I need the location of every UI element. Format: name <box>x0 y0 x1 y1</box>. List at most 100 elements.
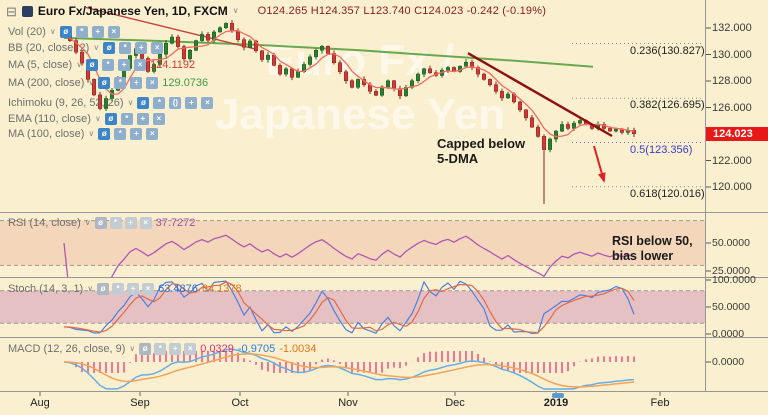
time-axis-label: Aug <box>30 397 50 409</box>
time-axis-label: Sep <box>130 397 150 409</box>
chevron-down-icon[interactable]: ∨ <box>88 77 95 87</box>
price-tick-label: 132.000 <box>712 22 752 34</box>
close-icon[interactable]: × <box>139 216 152 229</box>
settings-icon[interactable]: * <box>119 41 132 54</box>
plus-icon[interactable]: + <box>130 76 143 89</box>
plus-icon[interactable]: + <box>185 96 198 109</box>
price-tick-label: 122.000 <box>712 154 752 167</box>
stoch-legend-icons: ø * + × <box>97 282 155 295</box>
close-icon[interactable]: × <box>152 112 165 125</box>
legend-label: BB (20, close, 2) <box>8 41 90 54</box>
legend-row-ma[interactable]: MA (100, close) ∨ ø * + × <box>8 127 159 140</box>
close-icon[interactable]: × <box>142 282 155 295</box>
settings-icon[interactable]: * <box>153 96 166 109</box>
settings-icon[interactable]: * <box>114 127 127 140</box>
macd-hist-value: 0.0329 <box>200 342 234 355</box>
visibility-icon[interactable]: ø <box>97 282 110 295</box>
visibility-icon[interactable]: ø <box>86 58 99 71</box>
fib-level-label: 0.618(120.016) <box>630 187 705 200</box>
chevron-down-icon[interactable]: ∨ <box>84 217 91 227</box>
plus-icon[interactable]: + <box>124 216 137 229</box>
legend-row-ema[interactable]: EMA (110, close) ∨ ø * + × <box>8 112 165 125</box>
close-icon[interactable]: × <box>201 96 214 109</box>
visibility-icon[interactable]: ø <box>139 342 152 355</box>
time-axis-label: 2019 <box>543 397 569 409</box>
legend-value: 124.1192 <box>150 58 196 71</box>
stoch-k-value: 63.4876 <box>158 282 198 295</box>
legend-row-ma[interactable]: MA (200, close) ∨ ø * + × 129.0736 <box>8 76 208 89</box>
visibility-icon[interactable]: ø <box>94 216 107 229</box>
macd-legend-row[interactable]: MACD (12, 26, close, 9) ∨ ø * + × 0.0329 -0… <box>8 342 317 355</box>
rsi-annotation: RSI below 50, bias lower <box>612 234 693 263</box>
chevron-down-icon[interactable]: ∨ <box>232 6 239 15</box>
legend-label: MA (200, close) <box>8 76 85 89</box>
settings-icon[interactable]: * <box>109 216 122 229</box>
rsi-legend-row[interactable]: RSI (14, close) ∨ ø * + × 37.7272 <box>8 216 195 229</box>
chevron-down-icon[interactable]: ∨ <box>93 42 100 52</box>
legend-row-ichimoku[interactable]: Ichimoku (9, 26, 52, 26) ∨ ø *() + × <box>8 96 214 109</box>
plus-icon[interactable]: + <box>169 342 182 355</box>
chevron-down-icon[interactable]: ∨ <box>87 283 94 293</box>
legend-label: Vol (20) <box>8 25 46 38</box>
rsi-value: 37.7272 <box>155 216 196 229</box>
settings-icon[interactable]: * <box>114 76 127 89</box>
price-tick-label: 126.000 <box>712 101 752 114</box>
macd-legend-icons: ø * + × <box>139 342 197 355</box>
settings-icon[interactable]: * <box>154 342 167 355</box>
chevron-down-icon[interactable]: ∨ <box>49 26 56 36</box>
close-icon[interactable]: × <box>107 25 120 38</box>
visibility-icon[interactable]: ø <box>137 96 150 109</box>
close-icon[interactable]: × <box>151 41 164 54</box>
plus-icon[interactable]: + <box>136 112 149 125</box>
price-tick-label: 128.000 <box>712 75 752 87</box>
rsi-tick-label: 50.0000 <box>712 237 750 249</box>
plus-icon[interactable]: + <box>127 282 140 295</box>
source-braces-icon[interactable]: () <box>169 96 182 109</box>
time-axis-label: Feb <box>650 397 670 409</box>
chevron-down-icon[interactable]: ∨ <box>127 97 134 107</box>
stoch-legend-row[interactable]: Stoch (14, 3, 1) ∨ ø * + × 63.4876 64.1378 <box>8 282 242 295</box>
visibility-icon[interactable]: ø <box>98 76 111 89</box>
visibility-icon[interactable]: ø <box>98 127 111 140</box>
collapse-icon[interactable]: ⊟ <box>6 3 17 19</box>
close-icon[interactable]: × <box>184 342 197 355</box>
macd-tick-label: 0.0000 <box>712 356 745 368</box>
visibility-icon[interactable]: ø <box>103 41 116 54</box>
close-icon[interactable]: × <box>146 76 159 89</box>
legend-row-vol[interactable]: Vol (20) ∨ ø * + × <box>8 25 120 38</box>
chart-header: ⊟ Euro Fx/Japanese Yen, 1D, FXCM ∨ O124.… <box>6 4 546 18</box>
rsi-legend-icons: ø * + × <box>94 216 152 229</box>
stoch-tick-label: 0.0000 <box>712 328 745 340</box>
plus-icon[interactable]: + <box>91 25 104 38</box>
chevron-down-icon[interactable]: ∨ <box>76 59 83 69</box>
chevron-down-icon[interactable]: ∨ <box>88 128 95 138</box>
plus-icon[interactable]: + <box>118 58 131 71</box>
close-icon[interactable]: × <box>134 58 147 71</box>
settings-icon[interactable]: * <box>120 112 133 125</box>
stoch-tick-label: 100.0000 <box>712 274 756 286</box>
visibility-icon[interactable]: ø <box>104 112 117 125</box>
legend-label: Ichimoku (9, 26, 52, 26) <box>8 96 124 109</box>
settings-icon[interactable]: * <box>75 25 88 38</box>
plus-icon[interactable]: + <box>130 127 143 140</box>
settings-icon[interactable]: * <box>112 282 125 295</box>
stoch-d-value: 64.1378 <box>201 282 242 295</box>
legend-row-bb[interactable]: BB (20, close, 2) ∨ ø * + × <box>8 41 164 54</box>
macd-signal-value: -1.0034 <box>279 342 317 355</box>
close-icon[interactable]: × <box>146 127 159 140</box>
settings-icon[interactable]: * <box>102 58 115 71</box>
legend-row-ma[interactable]: MA (5, close) ∨ ø * + × 124.1192 <box>8 58 195 71</box>
chevron-down-icon[interactable]: ∨ <box>129 343 136 353</box>
chevron-down-icon[interactable]: ∨ <box>94 113 101 123</box>
time-axis-label: Oct <box>231 397 249 409</box>
visibility-icon[interactable]: ø <box>59 25 72 38</box>
ohlc-readout: O124.265 H124.357 L123.740 C124.023 -0.2… <box>257 5 547 17</box>
plus-icon[interactable]: + <box>135 41 148 54</box>
fib-level-label: 0.382(126.695) <box>630 99 705 112</box>
symbol-title[interactable]: Euro Fx/Japanese Yen, 1D, FXCM <box>37 4 228 18</box>
time-axis-label: Nov <box>338 397 358 409</box>
capped-annotation: Capped below 5-DMA <box>437 136 526 166</box>
fib-level-label: 0.236(130.827) <box>630 44 705 57</box>
macd-line-value: -0.9705 <box>237 342 276 355</box>
